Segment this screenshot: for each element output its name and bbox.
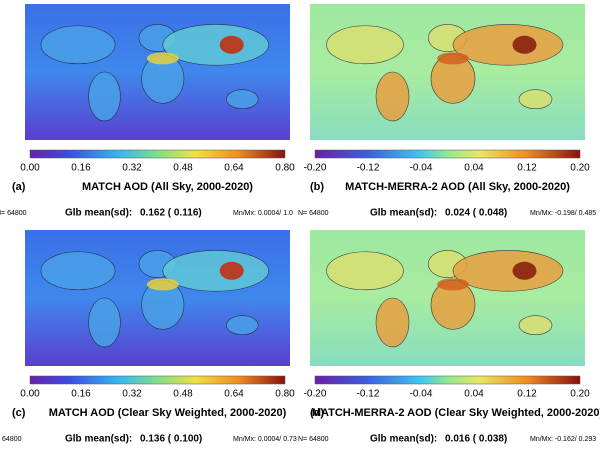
sample-count: N= 64800 [298, 210, 329, 217]
glb-mean-value: 0.162 ( 0.116) [140, 208, 202, 219]
continent [162, 250, 270, 292]
colorbar-tick-label: 0.04 [464, 389, 484, 400]
glb-mean-label: Glb mean(sd): [370, 208, 437, 219]
colorbar-tick-label: 0.48 [173, 163, 193, 174]
continent [452, 24, 564, 66]
glb-mean-label: Glb mean(sd): [65, 208, 132, 219]
colorbar-tick-label: -0.04 [410, 163, 433, 174]
panel-label: (d) [310, 407, 324, 419]
colorbar [314, 149, 581, 159]
sample-count: N= 64800 [298, 436, 329, 443]
hotspot [219, 35, 244, 54]
hotspot [219, 261, 244, 280]
glb-mean-label: Glb mean(sd): [370, 434, 437, 445]
colorbar [29, 375, 286, 385]
colorbar-tick-label: 0.00 [20, 389, 40, 400]
colorbar-tick-label: 0.32 [122, 163, 142, 174]
hotspot [146, 52, 179, 65]
colorbar-tick-label: 0.12 [517, 389, 537, 400]
colorbar-tick-label: 0.48 [173, 389, 193, 400]
continent [40, 251, 116, 291]
min-max: Mn/Mx: 0.0004/ 0.73 [233, 436, 297, 443]
continent [326, 251, 404, 291]
min-max: Mn/Mx: 0.0004/ 1.0 [233, 210, 293, 217]
colorbar-tick-label: 0.80 [275, 389, 295, 400]
continent [518, 89, 553, 110]
hotspot [146, 278, 179, 291]
colorbar-tick-label: 0.20 [570, 163, 590, 174]
colorbar-tick-label: 0.80 [275, 163, 295, 174]
glb-mean-value: 0.136 ( 0.100) [140, 434, 202, 445]
continent [88, 297, 121, 348]
colorbar [314, 375, 581, 385]
hotspot [437, 278, 469, 291]
panel-title: MATCH-MERRA-2 AOD (All Sky, 2000-2020) [345, 181, 570, 193]
sample-count: N= 64800 [0, 210, 27, 217]
colorbar-tick-label: -0.12 [357, 163, 380, 174]
min-max: Mn/Mx: -0.198/ 0.485 [530, 210, 596, 217]
continent [518, 315, 553, 336]
continent [88, 71, 121, 122]
colorbar-tick-label: -0.20 [304, 163, 327, 174]
colorbar-tick-label: 0.00 [20, 163, 40, 174]
hotspot [512, 261, 537, 280]
continent [162, 24, 270, 66]
sample-count: = 64800 [0, 436, 22, 443]
continent [226, 89, 259, 110]
colorbar-tick-label: -0.20 [304, 389, 327, 400]
min-max: Mn/Mx: -0.162/ 0.293 [530, 436, 596, 443]
colorbar-tick-label: 0.16 [71, 389, 91, 400]
panel-label: (b) [310, 181, 324, 193]
hotspot [512, 35, 537, 54]
hotspot [437, 52, 469, 65]
colorbar-tick-label: 0.20 [570, 389, 590, 400]
continent [452, 250, 564, 292]
continent [40, 25, 116, 65]
continent [226, 315, 259, 336]
colorbar-tick-label: 0.16 [71, 163, 91, 174]
colorbar-tick-label: -0.12 [357, 389, 380, 400]
colorbar-tick-label: -0.04 [410, 389, 433, 400]
continent [375, 71, 410, 122]
colorbar-tick-label: 0.64 [224, 163, 244, 174]
continent [375, 297, 410, 348]
panel-title: MATCH AOD (Clear Sky Weighted, 2000-2020… [49, 407, 287, 419]
colorbar-tick-label: 0.04 [464, 163, 484, 174]
glb-mean-label: Glb mean(sd): [65, 434, 132, 445]
colorbar-tick-label: 0.32 [122, 389, 142, 400]
colorbar [29, 149, 286, 159]
glb-mean-value: 0.016 ( 0.038) [445, 434, 507, 445]
panel-title: MATCH AOD (All Sky, 2000-2020) [82, 181, 253, 193]
panel-label: (a) [12, 181, 26, 193]
colorbar-tick-label: 0.64 [224, 389, 244, 400]
panel-title: MATCH-MERRA-2 AOD (Clear Sky Weighted, 2… [312, 407, 600, 419]
panel-label: (c) [12, 407, 26, 419]
continent [326, 25, 404, 65]
colorbar-tick-label: 0.12 [517, 163, 537, 174]
glb-mean-value: 0.024 ( 0.048) [445, 208, 507, 219]
